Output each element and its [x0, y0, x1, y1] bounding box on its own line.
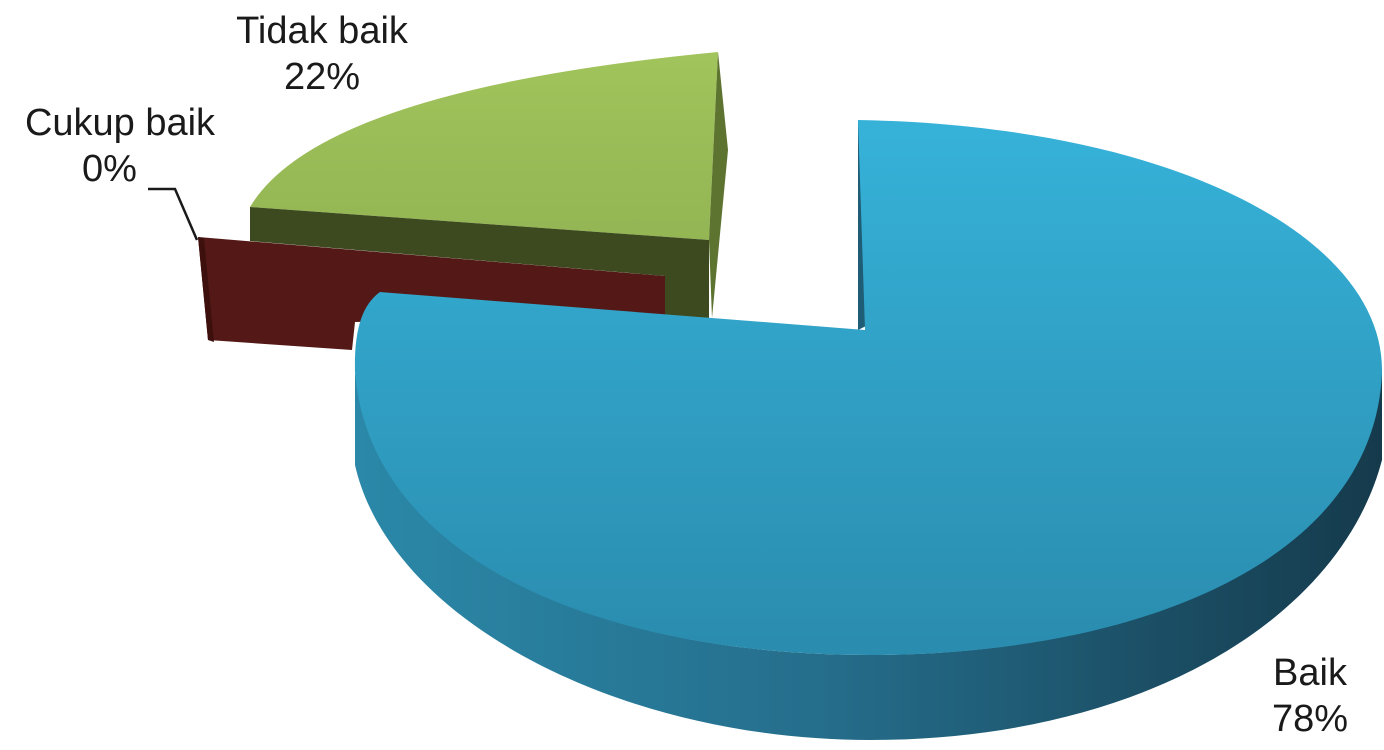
label-cukup-baik-name: Cukup baik	[24, 102, 216, 144]
slice-cukup-baik	[198, 237, 665, 350]
slice-tidak-baik-edge	[709, 52, 728, 318]
slice-tidak-baik-side	[250, 207, 709, 318]
slice-baik-side	[355, 372, 1382, 740]
slice-tidak-baik-top	[250, 52, 718, 240]
slice-cukup-baik-edge	[198, 237, 214, 342]
leader-line-cukup-baik	[148, 187, 199, 241]
label-baik-name: Baik	[1273, 652, 1347, 694]
slice-baik-top	[354, 120, 1383, 655]
label-baik-value: 78%	[1271, 698, 1349, 740]
label-tidak-baik-value: 22%	[283, 56, 361, 98]
slice-tidak-baik	[250, 52, 728, 318]
label-tidak-baik-name: Tidak baik	[236, 10, 408, 52]
slice-cukup-baik-face	[198, 237, 665, 350]
label-cukup-baik: Cukup baik 0%	[10, 100, 230, 192]
label-cukup-baik-value: 0%	[82, 148, 137, 190]
label-tidak-baik: Tidak baik 22%	[222, 8, 422, 100]
label-baik: Baik 78%	[1250, 650, 1370, 742]
slice-baik	[354, 120, 1383, 740]
